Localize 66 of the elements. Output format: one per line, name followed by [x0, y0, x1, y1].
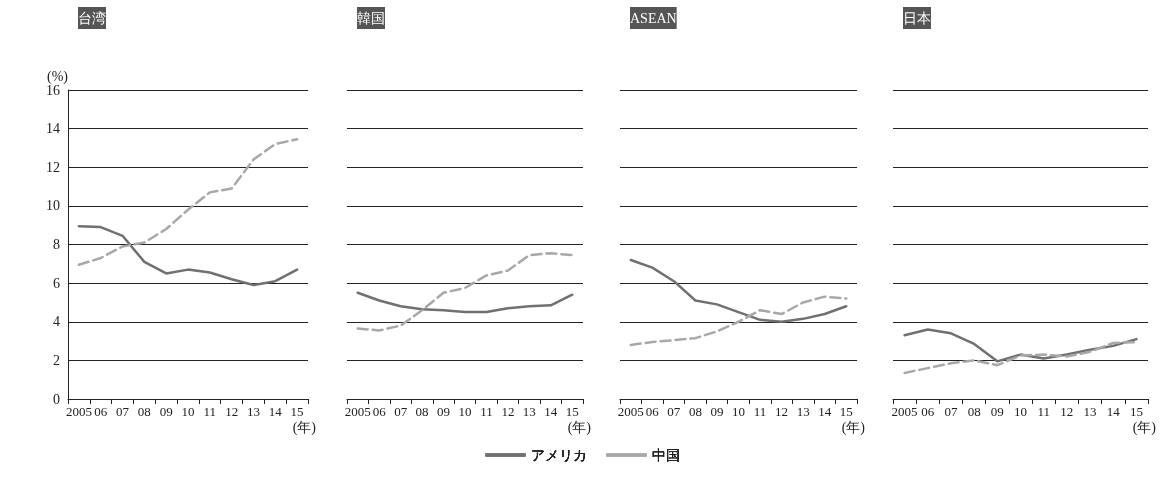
x-tick-label: 15	[565, 404, 579, 419]
legend-label: アメリカ	[530, 447, 587, 463]
x-tick-label: 07	[944, 404, 958, 419]
x-tick-label: 06	[372, 404, 387, 419]
chart-title: 韓国	[357, 10, 385, 26]
y-tick-label: 16	[46, 82, 60, 98]
x-tick-label: 09	[437, 404, 451, 419]
x-tick-label: 13	[1083, 404, 1097, 419]
x-tick-label: 09	[159, 404, 173, 419]
x-tick-label: 15	[1129, 404, 1143, 419]
y-tick-label: 0	[53, 391, 60, 407]
legend-label: 中国	[651, 447, 680, 463]
x-tick-label: 09	[990, 404, 1004, 419]
y-tick-label: 6	[53, 275, 60, 291]
x-tick-label: 06	[645, 404, 660, 419]
y-tick-label: 8	[53, 237, 60, 252]
x-tick-label: 10	[1014, 404, 1027, 419]
y-tick-label: 14	[46, 121, 60, 137]
x-tick-label: 13	[796, 404, 810, 419]
x-tick-label: 11	[480, 404, 493, 419]
x-tick-label: 07	[116, 404, 130, 419]
x-tick-label: 2005	[891, 404, 918, 419]
x-tick-label: 12	[225, 404, 239, 419]
x-tick-label: 12	[1060, 404, 1074, 419]
x-tick-label: 12	[501, 404, 515, 419]
x-axis-title: (年)	[841, 419, 866, 436]
x-tick-label: 13	[522, 404, 536, 419]
x-tick-label: 2005	[617, 404, 644, 419]
x-tick-label: 12	[775, 404, 789, 419]
x-tick-label: 08	[688, 404, 702, 419]
y-tick-label: 2	[53, 352, 60, 368]
y-tick-label: 4	[53, 314, 60, 330]
x-tick-label: 10	[181, 404, 195, 419]
x-tick-label: 09	[710, 404, 724, 419]
x-axis-title: (年)	[1132, 419, 1157, 436]
x-tick-label: 06	[921, 404, 935, 419]
x-tick-label: 14	[818, 404, 832, 419]
x-tick-label: 2005	[344, 404, 371, 419]
x-tick-label: 11	[753, 404, 767, 419]
x-tick-label: 11	[203, 404, 217, 419]
x-tick-label: 08	[967, 404, 981, 419]
y-tick-label: 10	[46, 198, 60, 214]
x-axis-title: (年)	[292, 419, 317, 436]
x-tick-label: 2005	[65, 404, 92, 419]
x-tick-label: 08	[415, 404, 429, 419]
x-tick-label: 13	[246, 404, 260, 419]
x-tick-label: 10	[732, 404, 745, 419]
y-tick-label: 12	[46, 159, 60, 175]
chart-title: 日本	[903, 10, 931, 26]
x-tick-label: 10	[458, 404, 472, 419]
line-series	[77, 138, 299, 267]
x-tick-label: 15	[290, 404, 304, 419]
x-tick-label: 06	[94, 404, 108, 419]
x-tick-label: 14	[1106, 404, 1121, 419]
x-tick-label: 08	[137, 404, 151, 419]
x-tick-label: 15	[839, 404, 853, 419]
chart-title: 台湾	[78, 10, 106, 26]
x-axis-title: (年)	[567, 419, 592, 436]
x-tick-label: 07	[667, 404, 681, 419]
x-tick-label: 14	[544, 404, 558, 419]
x-tick-label: 11	[1037, 404, 1050, 419]
y-axis-title: (%)	[47, 68, 69, 85]
x-tick-label: 14	[268, 404, 283, 419]
chart-title: ASEAN	[630, 10, 677, 26]
x-tick-label: 07	[394, 404, 408, 419]
line-series	[77, 224, 299, 287]
